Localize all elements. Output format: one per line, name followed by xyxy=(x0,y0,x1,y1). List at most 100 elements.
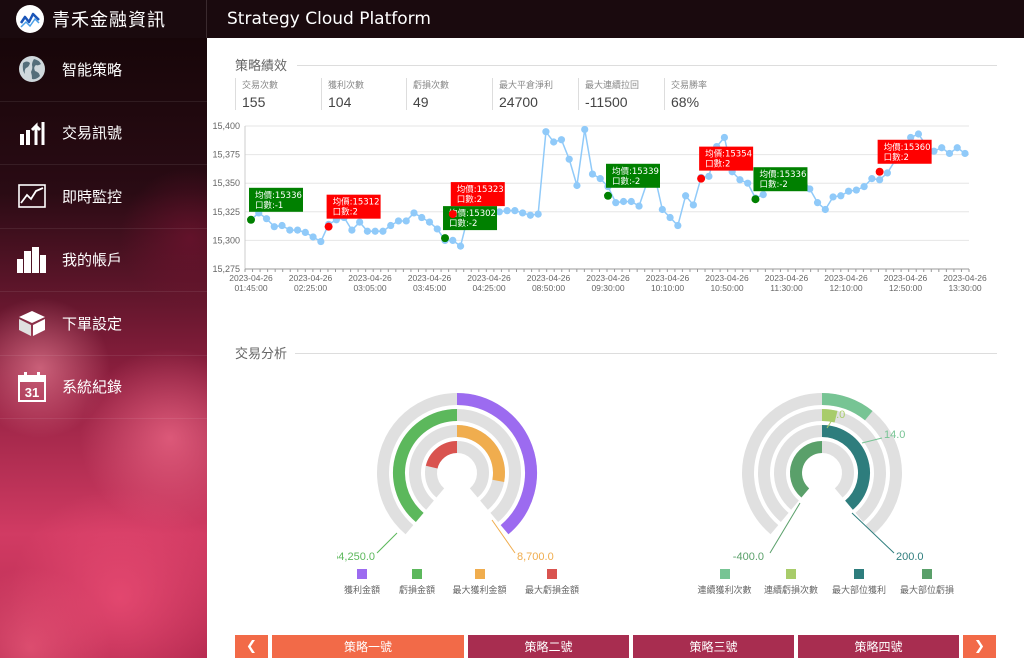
sidebar-item-my-account[interactable]: 我的帳戶 xyxy=(0,229,207,292)
data-point xyxy=(705,172,713,180)
data-point xyxy=(619,197,628,206)
sidebar-item-live-monitor[interactable]: 即時監控 xyxy=(0,165,207,229)
legend-swatch xyxy=(854,569,864,579)
stat-max-net-profit: 最大平倉淨利 24700 xyxy=(492,78,578,110)
data-point xyxy=(270,223,278,231)
x-tick-date: 2023-04-26 xyxy=(467,273,511,283)
data-point xyxy=(418,213,426,222)
data-point xyxy=(876,176,884,184)
data-point xyxy=(286,226,294,234)
tab-strategy-4[interactable]: 策略四號 xyxy=(798,635,959,658)
data-point xyxy=(689,201,697,209)
trade-flag xyxy=(877,139,932,164)
data-point xyxy=(387,221,395,230)
tab-strategy-1[interactable]: 策略一號 xyxy=(272,635,464,658)
y-tick-label: 15,375 xyxy=(212,150,240,160)
section-divider xyxy=(295,353,997,354)
signal-arrows-icon xyxy=(16,117,48,149)
trade-price-label: 均價:15323 xyxy=(457,184,504,195)
sidebar-item-trade-signal[interactable]: 交易訊號 xyxy=(0,102,207,165)
tab-strategy-3[interactable]: 策略三號 xyxy=(633,635,794,658)
data-point xyxy=(565,155,573,163)
data-point xyxy=(806,185,814,193)
data-point xyxy=(356,218,364,226)
sidebar-item-smart-strategy[interactable]: 智能策略 xyxy=(0,38,207,102)
data-point xyxy=(588,170,597,178)
data-point xyxy=(635,202,643,210)
value-label: 8,700.0 xyxy=(517,551,554,563)
stat-value: 68% xyxy=(671,94,700,110)
stat-value: 104 xyxy=(328,94,352,110)
legend-item[interactable]: 連續虧損次數 xyxy=(757,569,825,596)
performance-title: 策略績效 xyxy=(235,59,288,74)
value-leader-line xyxy=(376,532,398,554)
data-point xyxy=(542,128,550,136)
legend-item[interactable]: 連續獲利次數 xyxy=(692,569,757,596)
data-point xyxy=(953,144,961,152)
sell-marker xyxy=(448,210,457,219)
legend-label: 最大獲利金額 xyxy=(452,586,507,596)
radial-bar xyxy=(425,441,458,469)
trade-qty-label: 口數:-2 xyxy=(449,218,477,229)
data-point xyxy=(821,205,829,214)
y-tick-label: 15,400 xyxy=(212,121,240,131)
data-point xyxy=(456,242,465,250)
svg-text:31: 31 xyxy=(25,385,39,400)
profit-radial-chart: -54,250.0 8,700.0 xyxy=(337,393,554,563)
tab-prev-button[interactable]: ❮ xyxy=(235,635,268,658)
brand[interactable]: 青禾金融資訊 xyxy=(0,0,207,38)
stat-label: 最大平倉淨利 xyxy=(499,81,554,91)
data-point xyxy=(720,133,729,142)
data-point xyxy=(363,227,372,235)
x-tick-time: 08:50:00 xyxy=(532,283,565,293)
legend-item[interactable]: 獲利金額 xyxy=(332,569,392,596)
legend-item[interactable]: 虧損金額 xyxy=(392,569,442,596)
stat-label: 最大連續拉回 xyxy=(585,81,640,91)
data-point xyxy=(930,147,938,155)
data-point xyxy=(813,199,822,207)
value-leader-line xyxy=(851,512,895,554)
stat-value: 155 xyxy=(242,94,266,110)
sidebar-item-order-settings[interactable]: 下單設定 xyxy=(0,292,207,356)
legend-label: 最大部位虧損 xyxy=(899,586,954,596)
trade-qty-label: 口數:-1 xyxy=(255,200,283,211)
stat-value: 24700 xyxy=(499,94,538,110)
x-tick-date: 2023-04-26 xyxy=(705,273,749,283)
trade-flag xyxy=(753,167,808,192)
stat-losses: 虧損次數 49 xyxy=(406,78,492,110)
data-point xyxy=(503,207,511,215)
x-tick-time: 03:45:00 xyxy=(413,283,446,293)
data-point xyxy=(433,225,441,233)
data-point xyxy=(379,227,387,235)
trade-price-label: 均價:15354 xyxy=(705,149,752,160)
sidebar-item-label: 下單設定 xyxy=(62,314,123,333)
calendar-icon: 31 xyxy=(16,371,48,403)
data-point xyxy=(674,221,682,230)
data-point xyxy=(293,226,302,234)
x-tick-time: 12:50:00 xyxy=(889,283,922,293)
sidebar-item-system-log[interactable]: 31 系統紀錄 xyxy=(0,356,207,419)
analysis-title: 交易分析 xyxy=(235,347,288,362)
legend-item[interactable]: 最大虧損金額 xyxy=(517,569,587,596)
tab-next-button[interactable]: ❯ xyxy=(963,635,996,658)
legend-swatch xyxy=(357,569,367,579)
data-point xyxy=(666,213,674,222)
data-point xyxy=(573,181,581,190)
legend-item[interactable]: 最大部位虧損 xyxy=(893,569,961,596)
data-point xyxy=(938,144,946,152)
legend-swatch xyxy=(547,569,557,579)
legend-item[interactable]: 最大部位獲利 xyxy=(825,569,893,596)
x-tick-time: 11:30:00 xyxy=(770,283,803,293)
sidebar-item-label: 交易訊號 xyxy=(62,124,123,143)
trade-flag xyxy=(699,146,754,171)
value-label: -400.0 xyxy=(733,551,764,563)
data-point xyxy=(519,209,527,217)
y-tick-label: 15,325 xyxy=(212,207,240,217)
y-tick-label: 15,275 xyxy=(212,264,240,274)
stat-win-rate: 交易勝率 68% xyxy=(664,78,744,110)
trade-qty-label: 口數:-2 xyxy=(612,176,640,187)
buy-marker xyxy=(604,191,612,200)
legend-item[interactable]: 最大獲利金額 xyxy=(442,569,517,596)
data-point xyxy=(907,133,915,142)
tab-strategy-2[interactable]: 策略二號 xyxy=(468,635,629,658)
